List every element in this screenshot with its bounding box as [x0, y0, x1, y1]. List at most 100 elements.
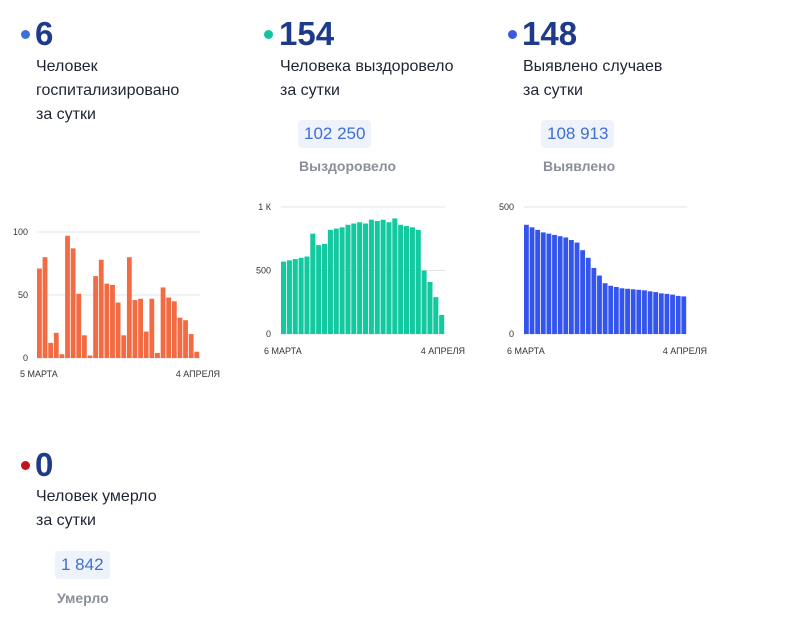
recovered-bar — [316, 245, 322, 334]
cases-bar — [535, 229, 541, 334]
recovered-bar — [339, 227, 345, 334]
recovered-bar — [392, 218, 398, 334]
hospital-bar — [104, 283, 110, 358]
recovered-dot — [264, 30, 273, 39]
recovered-bar — [374, 220, 380, 334]
recovered-bar — [292, 259, 298, 334]
cases-bar — [653, 292, 659, 334]
recovered-bar — [439, 314, 445, 334]
hospital-bar — [149, 298, 155, 358]
hospital-bar — [121, 335, 127, 358]
cases-bar — [613, 287, 619, 334]
hospital-x-end-label: 4 АПРЕЛЯ — [176, 369, 220, 379]
recovered-x-end-label: 4 АПРЕЛЯ — [421, 346, 465, 356]
recovered-y-tick-label: 1 К — [258, 202, 272, 212]
hospital-bar — [171, 301, 177, 358]
deaths-caption-1: Человек умерло — [36, 488, 157, 505]
recovered-bar — [415, 229, 421, 334]
cases-x-end-label: 4 АПРЕЛЯ — [663, 346, 707, 356]
hospitalized-value: 6 — [35, 15, 54, 52]
recovered-bar — [363, 223, 369, 334]
hospital-bar — [183, 320, 188, 358]
cases-x-start-label: 6 МАРТА — [507, 346, 545, 356]
recovered-bar — [404, 226, 410, 334]
cases-bar — [585, 257, 591, 334]
cases-bar — [642, 290, 647, 334]
hospitalized-caption-1: Человек — [36, 58, 98, 75]
recovered-bar — [281, 261, 287, 334]
recovered-bar — [345, 224, 351, 334]
cases-bar — [546, 233, 552, 334]
recovered-y-tick-label: 0 — [266, 329, 271, 339]
hospital-bar — [115, 302, 121, 358]
cases-bar — [675, 295, 681, 334]
cases-total-label: Выявлено — [543, 158, 616, 174]
hospital-bar — [37, 268, 42, 358]
cases-bar — [524, 224, 529, 334]
hospital-bar — [177, 317, 183, 358]
cases-bar — [529, 227, 535, 334]
recovered-bar — [427, 281, 433, 334]
cases-y-tick-label: 0 — [509, 329, 514, 339]
hospital-bar — [76, 293, 82, 358]
recovered-chart: 0 500 1 К 6 МАРТА 4 АПРЕЛЯ — [256, 202, 465, 356]
cases-bar — [597, 275, 602, 334]
recovered-caption-1: Человека выздоровело — [280, 58, 454, 75]
deaths-total-label: Умерло — [57, 590, 109, 606]
cases-bar — [552, 234, 557, 334]
hospital-bar — [70, 248, 76, 358]
hospital-bar — [155, 352, 160, 358]
cases-bar — [630, 289, 636, 334]
hospital-bar — [53, 332, 59, 358]
cases-bar — [625, 288, 630, 334]
cases-bar — [670, 294, 675, 334]
cases-caption-1: Выявлено случаев — [523, 58, 663, 75]
recovered-bar — [357, 222, 363, 334]
hospitalized-caption-2: госпитализировано — [36, 82, 180, 99]
cases-bar — [664, 293, 670, 334]
cases-caption-2: за сутки — [523, 82, 583, 99]
cases-bar — [580, 250, 586, 334]
hospital-bar — [138, 298, 143, 358]
cases-chart: 0 500 6 МАРТА 4 АПРЕЛЯ — [499, 202, 707, 356]
hospital-bar — [87, 355, 93, 358]
deaths-value: 0 — [35, 446, 54, 483]
cases-bar — [591, 267, 597, 334]
hospital-bar — [166, 297, 172, 358]
cases-bar — [647, 291, 653, 334]
recovered-bar — [380, 219, 386, 334]
deaths-dot — [21, 461, 30, 470]
cases-bar — [540, 232, 546, 334]
cases-bar — [557, 236, 563, 334]
cases-bar — [619, 288, 625, 334]
cases-bar — [563, 237, 569, 334]
recovered-caption-2: за сутки — [280, 82, 340, 99]
recovered-bar — [327, 229, 333, 334]
cases-bar — [608, 285, 614, 334]
hospital-y-tick-label: 100 — [13, 227, 28, 237]
recovered-bar — [409, 227, 415, 334]
hospital-bar — [188, 334, 194, 358]
recovered-bar — [398, 224, 404, 334]
hospital-bar — [126, 257, 132, 358]
recovered-bar — [351, 223, 357, 334]
recovered-x-start-label: 6 МАРТА — [264, 346, 302, 356]
deaths-total: 1 842 — [55, 551, 110, 579]
cases-value: 148 — [522, 15, 578, 52]
recovered-bar — [310, 233, 316, 334]
recovered-bar — [322, 243, 328, 334]
cases-total: 108 913 — [541, 120, 615, 148]
hospitalized-chart: 0 50 100 5 МАРТА 4 АПРЕЛЯ — [13, 227, 220, 379]
recovered-y-tick-label: 500 — [256, 266, 271, 276]
hospital-bar — [59, 354, 65, 358]
hospital-y-tick-label: 0 — [23, 353, 28, 363]
recovered-bar — [298, 257, 304, 334]
hospital-x-start-label: 5 МАРТА — [20, 369, 58, 379]
cases-bar — [636, 289, 642, 334]
recovered-bar — [333, 228, 339, 334]
hospital-bar — [81, 335, 87, 358]
hospital-bar — [110, 284, 115, 358]
hospital-bar — [160, 287, 166, 358]
recovered-total-label: Выздоровело — [299, 158, 397, 174]
recovered-bar — [386, 222, 392, 334]
